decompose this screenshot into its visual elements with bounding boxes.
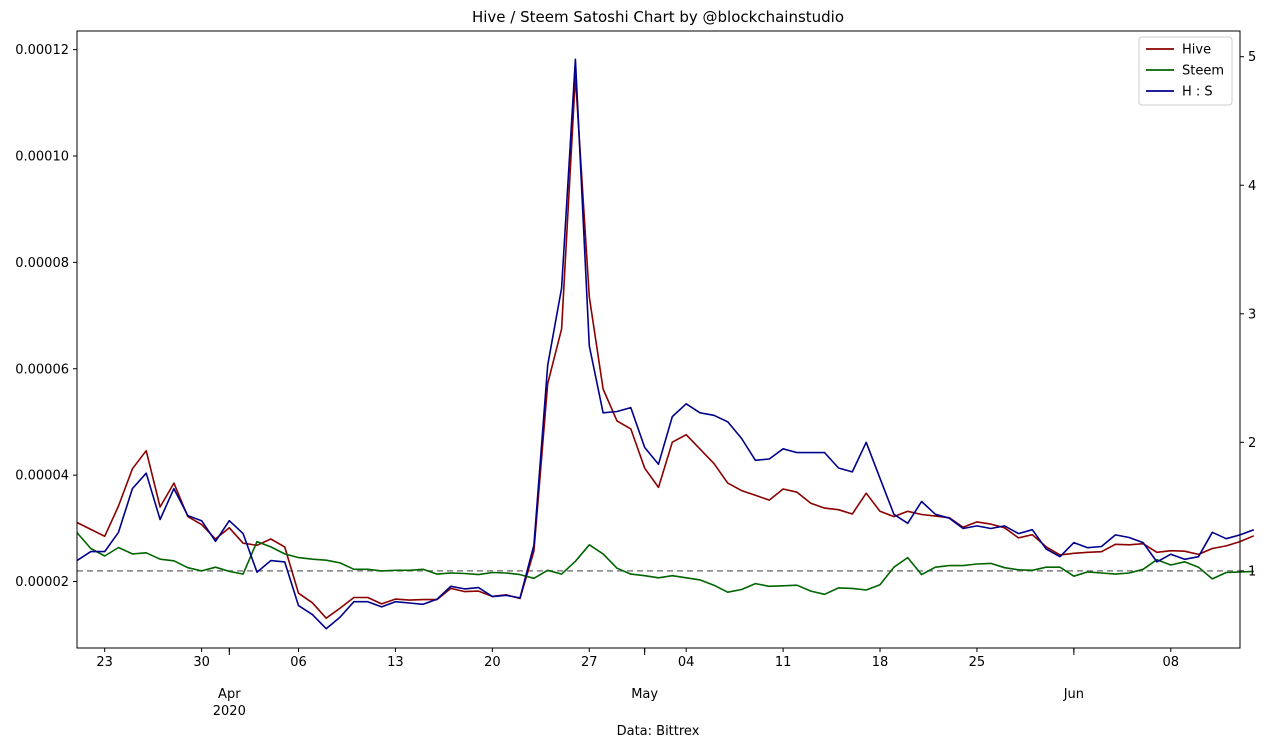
x-minor-tick-label: 30 — [193, 655, 210, 670]
x-major-tick-label: Jun — [1063, 687, 1084, 702]
x-minor-tick-label: 25 — [969, 655, 986, 670]
x-major-tick-label: 2020 — [213, 704, 246, 719]
series-line-h-s — [76, 58, 1255, 630]
y-right-tick-label: 3 — [1248, 307, 1256, 322]
plot-frame — [76, 30, 1241, 649]
y-right-tick-label: 4 — [1248, 179, 1256, 194]
y-left-tick-label: 0.00008 — [15, 256, 69, 271]
y-left-tick-label: 0.00012 — [15, 43, 69, 58]
x-minor-tick-label: 13 — [387, 655, 404, 670]
y-right-tick-label: 2 — [1248, 436, 1256, 451]
y-left-tick-label: 0.00002 — [15, 575, 69, 590]
series-line-hive — [76, 75, 1255, 620]
x-minor-tick-label: 23 — [96, 655, 113, 670]
right-y-axis: 1 2 3 4 5 — [1240, 50, 1256, 579]
x-minor-tick-label: 08 — [1163, 655, 1180, 670]
left-y-axis: 0.00002 0.00004 0.00006 0.00008 0.00010 0.000… — [15, 43, 77, 590]
x-minor-tick-label: 06 — [290, 655, 307, 670]
y-left-tick-label: 0.00006 — [15, 362, 69, 377]
y-left-tick-label: 0.00004 — [15, 469, 69, 484]
x-minor-tick-label: 27 — [581, 655, 598, 670]
legend-box — [1138, 36, 1233, 106]
x-major-tick-label: Apr — [218, 687, 241, 702]
legend-label: Hive — [1182, 43, 1211, 58]
x-minor-tick-label: 18 — [872, 655, 889, 670]
legend: Hive Steem H : S — [1138, 36, 1233, 106]
x-minor-tick-label: 20 — [484, 655, 501, 670]
series-line-steem — [76, 532, 1254, 596]
y-right-tick-label: 5 — [1248, 50, 1256, 65]
x-minor-tick-label: 11 — [775, 655, 792, 670]
x-axis: 23 30 06 13 20 27 04 11 18 25 08 Apr 2020 May Jun — [96, 648, 1179, 719]
legend-label: Steem — [1182, 64, 1224, 79]
y-right-tick-label: 1 — [1248, 564, 1256, 579]
legend-label: H : S — [1182, 85, 1213, 100]
x-axis-label: Data: Bittrex — [617, 724, 700, 739]
x-major-tick-label: May — [631, 687, 658, 702]
chart-title: Hive / Steem Satoshi Chart by @blockchai… — [472, 8, 844, 26]
series-lines — [76, 58, 1255, 630]
y-left-tick-label: 0.00010 — [15, 149, 69, 164]
x-minor-tick-label: 04 — [678, 655, 695, 670]
